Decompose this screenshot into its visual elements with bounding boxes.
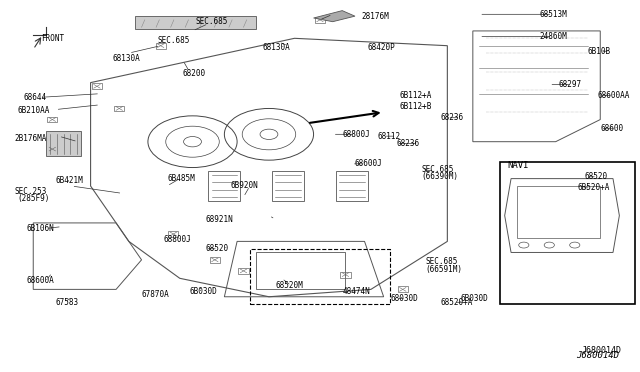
Text: (66390M): (66390M) xyxy=(422,172,459,181)
Text: 6B10B: 6B10B xyxy=(588,47,611,56)
Text: 68600J: 68600J xyxy=(355,159,383,169)
Text: 6B520+A: 6B520+A xyxy=(578,183,611,192)
Text: 6B030D: 6B030D xyxy=(189,287,217,296)
Text: 68297: 68297 xyxy=(559,80,582,89)
Text: 68600A: 68600A xyxy=(27,276,54,285)
Bar xyxy=(46,131,81,157)
Text: (285F9): (285F9) xyxy=(17,195,50,203)
Text: 68800J: 68800J xyxy=(342,130,370,139)
Text: FRONT: FRONT xyxy=(41,34,64,43)
Bar xyxy=(250,249,390,304)
Bar xyxy=(272,171,304,201)
Text: 68520: 68520 xyxy=(205,244,228,253)
Text: 68236: 68236 xyxy=(441,113,464,122)
Text: 68921N: 68921N xyxy=(205,215,233,224)
Bar xyxy=(517,186,600,238)
Text: SEC.253: SEC.253 xyxy=(14,187,47,196)
Bar xyxy=(500,162,636,304)
Text: 68130A: 68130A xyxy=(262,43,291,52)
Bar xyxy=(47,146,58,152)
Text: 6B210AA: 6B210AA xyxy=(17,106,50,115)
Text: 68600AA: 68600AA xyxy=(597,91,630,100)
Bar xyxy=(256,253,346,289)
Text: 6B920N: 6B920N xyxy=(231,182,259,190)
Text: 68236: 68236 xyxy=(396,139,419,148)
Text: J680014D: J680014D xyxy=(577,350,620,359)
Text: 6B485M: 6B485M xyxy=(167,174,195,183)
Bar xyxy=(315,17,325,23)
Text: 68200: 68200 xyxy=(183,69,206,78)
Text: 6B112+A: 6B112+A xyxy=(399,91,432,100)
Bar xyxy=(92,83,102,89)
Text: SEC.685: SEC.685 xyxy=(157,36,190,45)
Text: 6B112+B: 6B112+B xyxy=(399,102,432,111)
Text: NAVI: NAVI xyxy=(508,161,529,170)
Text: 6B421M: 6B421M xyxy=(56,176,83,185)
Text: 6B030D: 6B030D xyxy=(460,294,488,303)
Bar xyxy=(47,116,58,122)
Text: SEC.685: SEC.685 xyxy=(196,17,228,26)
Text: 68520: 68520 xyxy=(584,172,607,181)
Bar xyxy=(135,16,256,29)
Polygon shape xyxy=(314,11,355,22)
Bar xyxy=(209,171,240,201)
Text: 2B176MA: 2B176MA xyxy=(14,134,47,142)
Text: SEC.685: SEC.685 xyxy=(422,165,454,174)
Bar xyxy=(168,231,179,237)
Text: 68112: 68112 xyxy=(377,132,401,141)
Bar xyxy=(238,268,248,274)
Text: 68800J: 68800J xyxy=(164,235,191,244)
Text: 6B106N: 6B106N xyxy=(27,224,54,233)
Text: SEC.685: SEC.685 xyxy=(425,257,458,266)
Text: 68520M: 68520M xyxy=(275,281,303,290)
Bar xyxy=(340,272,351,278)
Text: 68600: 68600 xyxy=(600,124,623,133)
Text: 67583: 67583 xyxy=(56,298,79,307)
Text: 67870A: 67870A xyxy=(141,291,170,299)
Text: 68513M: 68513M xyxy=(540,10,568,19)
Text: 68644: 68644 xyxy=(24,93,47,102)
Text: 48474N: 48474N xyxy=(342,287,370,296)
Bar xyxy=(210,257,220,263)
Bar xyxy=(397,286,408,292)
Bar xyxy=(114,106,124,112)
Bar xyxy=(156,43,166,49)
Text: 68520+A: 68520+A xyxy=(441,298,474,307)
Text: 24860M: 24860M xyxy=(540,32,568,41)
Text: J680014D: J680014D xyxy=(581,346,621,355)
Bar xyxy=(336,171,368,201)
Text: 68130A: 68130A xyxy=(113,54,141,63)
Text: (66591M): (66591M) xyxy=(425,264,462,273)
Text: 68420P: 68420P xyxy=(368,43,396,52)
Text: 68030D: 68030D xyxy=(390,294,418,303)
Text: 28176M: 28176M xyxy=(362,12,389,21)
